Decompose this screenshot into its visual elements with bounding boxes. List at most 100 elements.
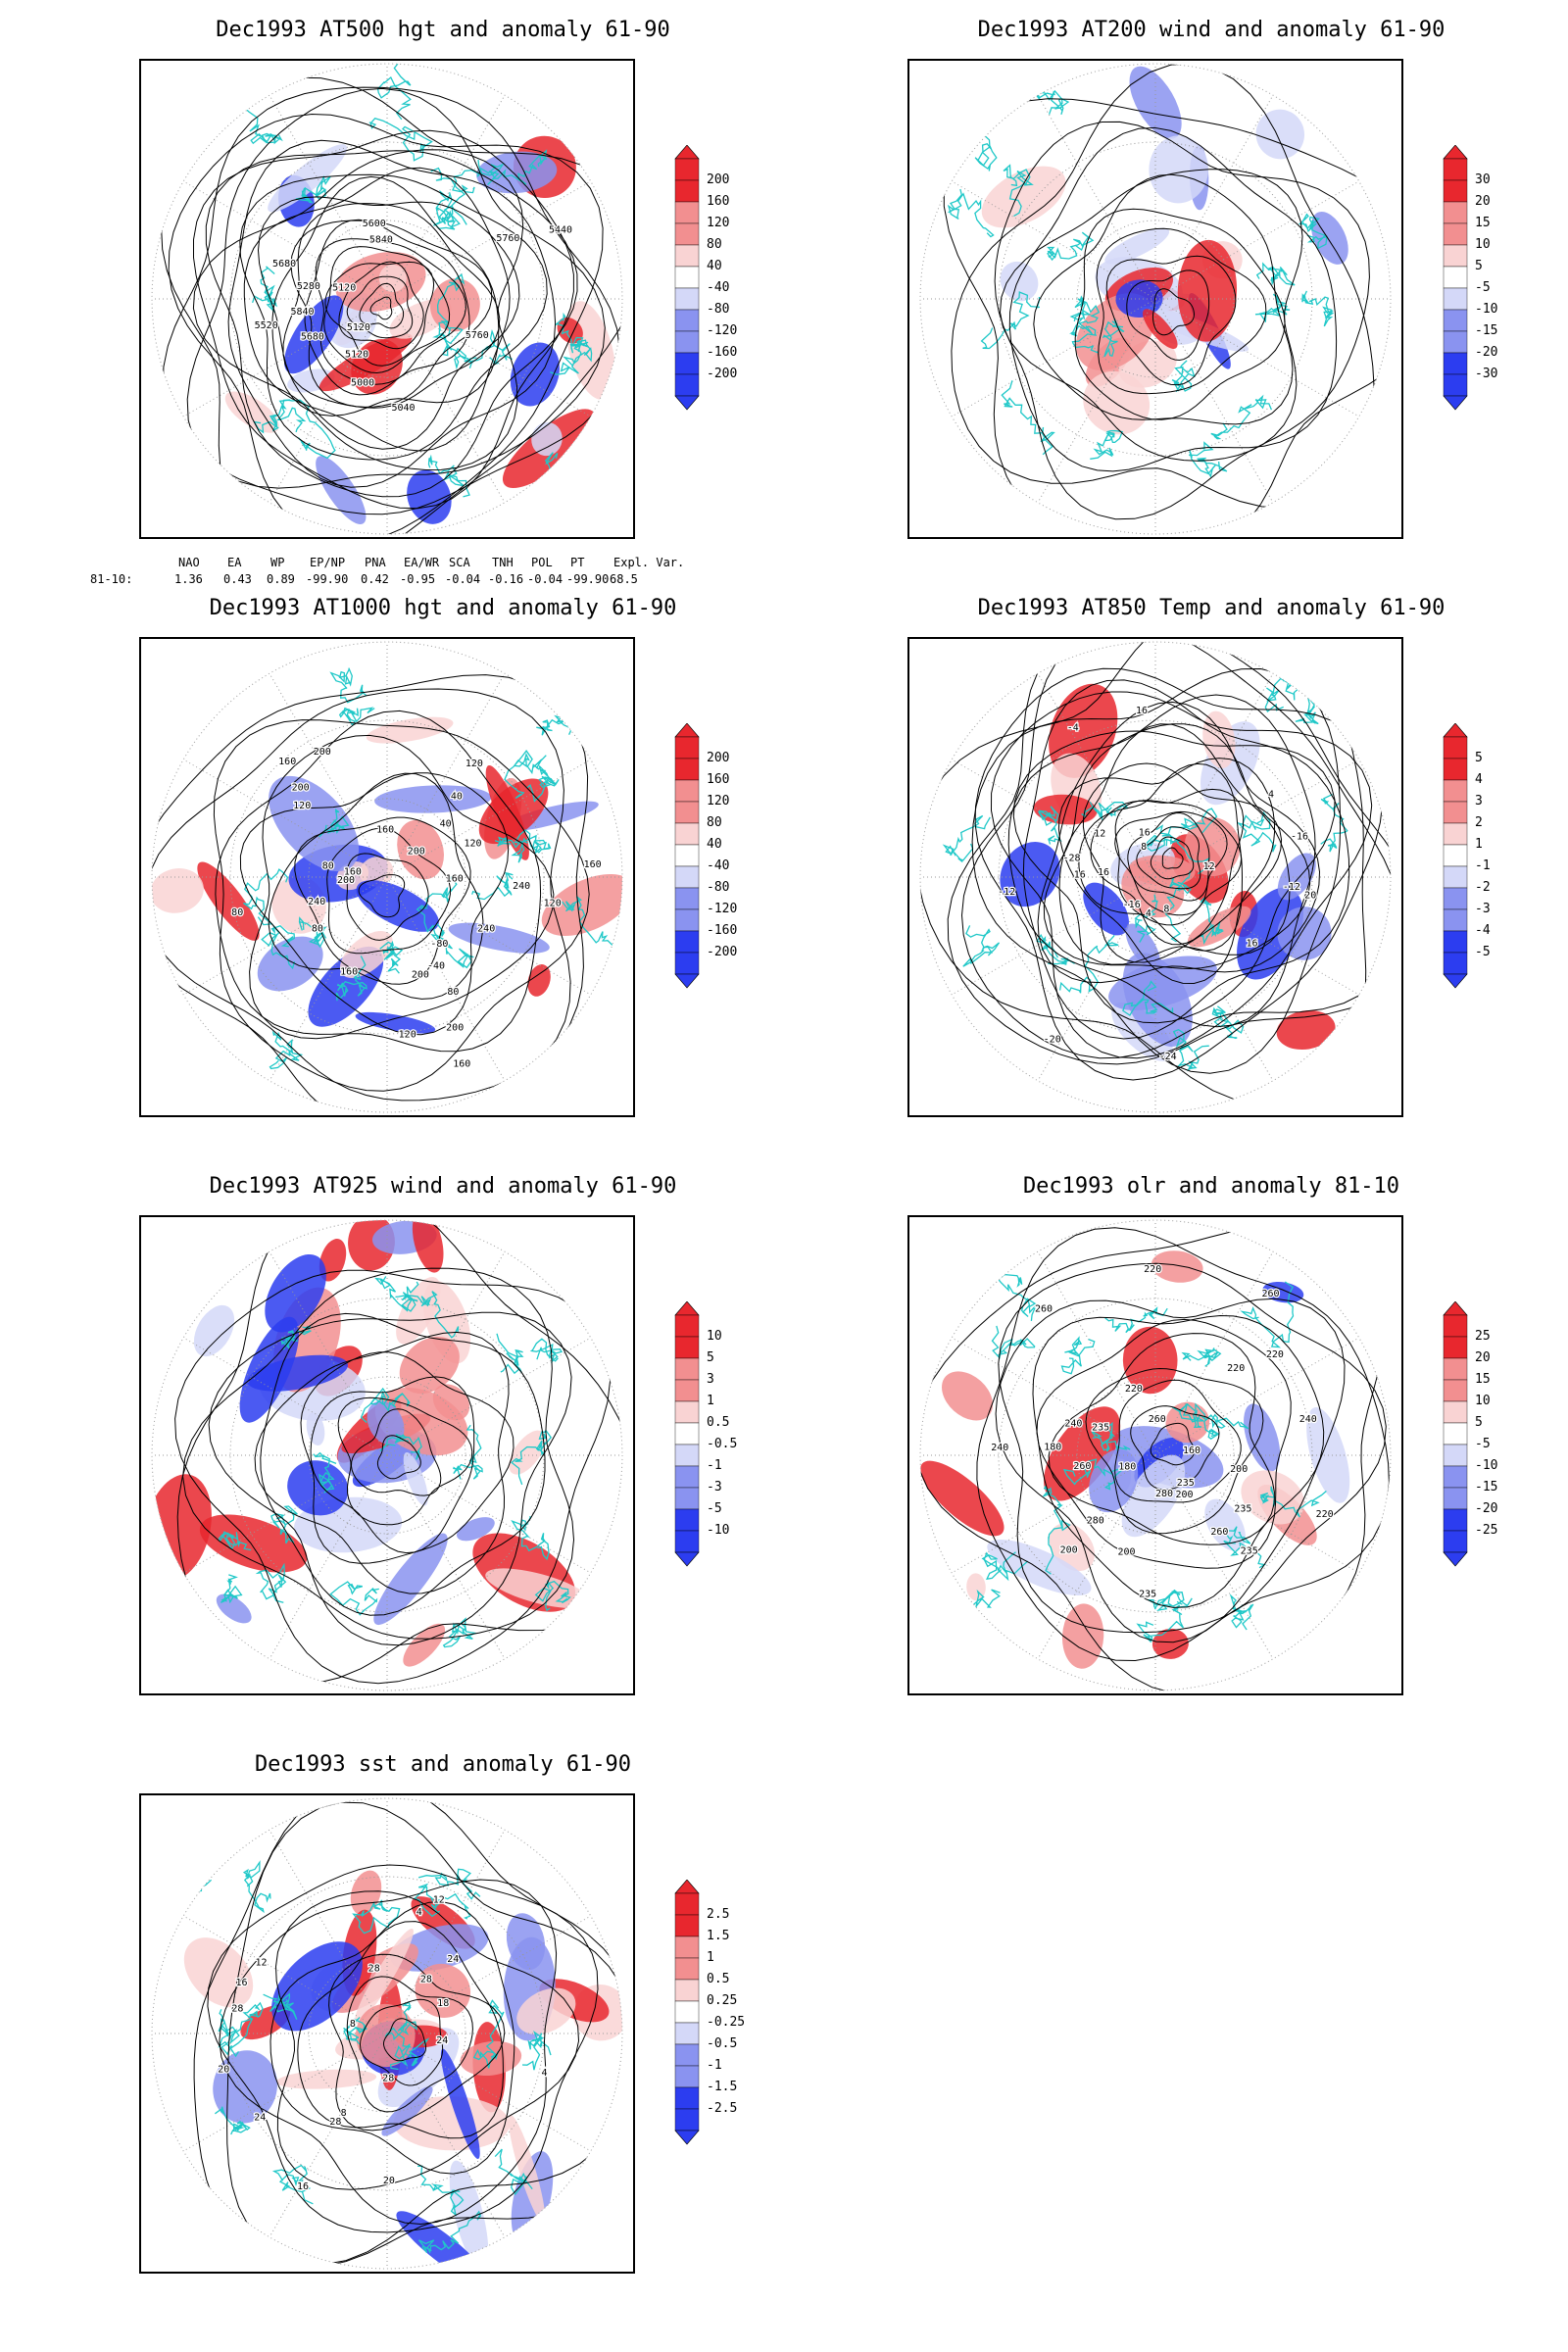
anomaly-shading <box>407 469 452 524</box>
colorbar-segment <box>1443 887 1468 910</box>
anomaly-shading <box>1122 1326 1178 1395</box>
colorbar-segment <box>1443 287 1468 311</box>
colorbar-segment <box>674 1957 700 1981</box>
colorbar-label: 80 <box>707 815 722 830</box>
colorbar-segment <box>674 1444 700 1467</box>
anomaly-shading <box>374 785 492 813</box>
anomaly-shading <box>199 1514 308 1573</box>
anomaly-shading <box>448 922 550 954</box>
colorbar-segment <box>674 330 700 354</box>
contour-label: 20 <box>218 2064 229 2075</box>
colorbar-label: 1 <box>707 1950 714 1965</box>
contour-label: 20 <box>1304 891 1316 902</box>
colorbar-segment <box>1443 1400 1468 1424</box>
colorbar-segment <box>674 2022 700 2045</box>
colorbar-label: 2.5 <box>707 1907 730 1922</box>
colorbar-label: -10 <box>1475 302 1498 317</box>
contour-label: 235 <box>1092 1423 1109 1434</box>
contour-label: 200 <box>1175 1490 1193 1500</box>
contour-label: 8 <box>1141 842 1147 853</box>
index-name: PNA <box>365 556 386 569</box>
contour-label: 12 <box>1203 861 1215 872</box>
colorbar-segment <box>674 373 700 397</box>
colorbar-arrow-top <box>674 145 700 160</box>
colorbar-label: 0.5 <box>707 1415 730 1430</box>
contour-lines <box>174 1220 622 1685</box>
contour-label: 200 <box>412 970 429 981</box>
anomaly-shading <box>1000 261 1039 302</box>
contour-label: 220 <box>1316 1509 1334 1520</box>
anomaly-shading <box>1149 135 1209 204</box>
anomaly-shading <box>366 716 454 744</box>
colorbar-segment <box>1443 865 1468 889</box>
colorbar-label: -1 <box>1475 858 1491 873</box>
colorbar-svg <box>674 723 700 989</box>
colorbar-segment <box>1443 1379 1468 1402</box>
colorbar-segment <box>674 2043 700 2067</box>
anomaly-shading <box>224 391 279 433</box>
colorbar-segment <box>1443 1530 1468 1553</box>
colorbar-label: 1 <box>1475 837 1483 852</box>
contour-label: 16 <box>297 2181 309 2192</box>
index-name: WP <box>270 556 285 569</box>
colorbar-segment <box>674 822 700 846</box>
contour-label: -16 <box>1123 900 1141 910</box>
contour-label: -20 <box>1044 1035 1061 1046</box>
contour-label: 8 <box>341 2108 347 2119</box>
contour-label: 40 <box>440 819 452 830</box>
polar-map: 80 120 160 80 40 200 120 200 200 160 160 80 40 -40 -80… <box>139 637 635 1117</box>
colorbar-label: 5 <box>1475 1415 1483 1430</box>
colorbar-label: 3 <box>1475 794 1483 808</box>
anomaly-shading <box>1083 882 1129 936</box>
colorbar-label: 5 <box>1475 259 1483 273</box>
colorbar-label: -80 <box>707 302 730 317</box>
colorbar-segment <box>1443 330 1468 354</box>
contour-label: 5680 <box>272 259 296 270</box>
colorbar-label: 2 <box>1475 815 1483 830</box>
contour-label: 4 <box>1146 908 1152 919</box>
contour-label: 5840 <box>290 307 314 318</box>
contour-label: 16 <box>235 1978 247 1988</box>
index-value: -99.90 <box>566 572 610 586</box>
colorbar-arrow-top <box>674 723 700 738</box>
anomaly-shading <box>316 456 367 525</box>
contour-label: 240 <box>477 924 495 935</box>
colorbar-label: 15 <box>1475 1372 1491 1387</box>
colorbar-svg <box>674 145 700 411</box>
contour-label: 5760 <box>466 330 489 341</box>
colorbar-label: -0.5 <box>707 2036 738 2051</box>
panel-at925: Dec1993 AT925 wind and anomaly 61-90 10 5… <box>139 1174 845 1742</box>
index-value: -0.04 <box>445 572 481 586</box>
anomaly-shading <box>356 880 439 932</box>
contour-label: 120 <box>399 1029 416 1040</box>
map-svg: 28 24 20 16 12 8 4 28 24 28 28 24 16 12 8 4 18 20 28 <box>151 1797 623 2270</box>
contour-label: 28 <box>382 2074 394 2084</box>
index-value: -99.90 <box>306 572 349 586</box>
colorbar-label: 80 <box>707 237 722 252</box>
anomaly-shading <box>403 1623 446 1667</box>
contour-label: 5120 <box>345 350 368 361</box>
contour-label: -80 <box>430 939 448 950</box>
contour-label: 260 <box>1149 1414 1166 1425</box>
colorbar-segment <box>674 222 700 246</box>
anomaly-shading <box>1128 855 1196 886</box>
colorbar-label: -160 <box>707 345 738 360</box>
index-name: Expl. Var. <box>613 556 685 569</box>
contour-label: 235 <box>1177 1478 1195 1489</box>
colorbar-label: -2.5 <box>707 2101 738 2116</box>
colorbar-label: -5 <box>1475 280 1491 295</box>
colorbar-segment <box>1443 201 1468 224</box>
contour-label: 80 <box>312 924 323 935</box>
panel-sst: Dec1993 sst and anomaly 61-90 28 24 20 16 12… <box>139 1752 845 2321</box>
anomaly-shading <box>403 1451 428 1506</box>
colorbar-label: 20 <box>1475 1350 1491 1365</box>
contour-label: 80 <box>447 987 459 998</box>
colorbar-segment <box>1443 952 1468 975</box>
colorbar-label: 200 <box>707 172 730 187</box>
anomaly-shading <box>1111 1002 1173 1061</box>
index-name: EP/NP <box>310 556 346 569</box>
contour-label: 220 <box>1144 1264 1161 1275</box>
colorbar-label: -30 <box>1475 367 1498 381</box>
anomaly-shading <box>351 339 403 395</box>
colorbar-segment <box>674 309 700 332</box>
